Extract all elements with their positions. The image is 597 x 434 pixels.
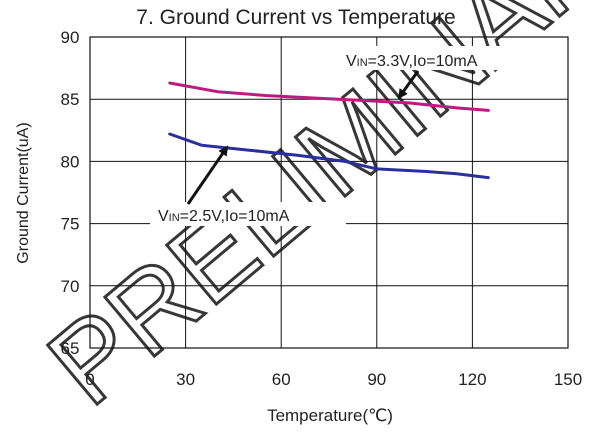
chart-title: 7. Ground Current vs Temperature (136, 6, 455, 29)
annotation-sub: IN (169, 212, 180, 224)
x-tick-labels: 0 30 60 90 120 150 (85, 370, 582, 389)
x-tick-label: 150 (554, 370, 582, 389)
y-tick-label: 90 (61, 28, 80, 47)
series-line-1 (168, 132, 490, 180)
annotation-bg (336, 46, 524, 70)
x-tick-label: 90 (367, 370, 386, 389)
y-tick-labels: 65 70 75 80 85 90 (61, 28, 80, 358)
y-tick-label: 80 (61, 152, 80, 171)
annotation-arrow (397, 70, 420, 100)
x-tick-label: 120 (458, 370, 486, 389)
x-tick-label: 0 (85, 370, 94, 389)
annotation-arrow (186, 145, 229, 205)
series-line-0 (168, 81, 490, 112)
annotation-v: V (158, 208, 169, 225)
y-tick-label: 85 (61, 90, 80, 109)
annotation-label: VIN=3.3V,Io=10mA (346, 53, 478, 70)
x-tick-label: 30 (176, 370, 195, 389)
y-axis-label: Ground Current(uA) (15, 122, 32, 263)
annotation-v: V (346, 53, 357, 70)
annotation-label: VIN=2.5V,Io=10mA (158, 208, 290, 225)
y-tick-label: 70 (61, 277, 80, 296)
annotation-rest: =3.3V,Io=10mA (368, 53, 478, 70)
annotation-bg (150, 202, 346, 226)
annotation-sub: IN (357, 57, 368, 69)
series-layer (168, 81, 490, 180)
annotation-rest: =2.5V,Io=10mA (180, 208, 290, 225)
y-tick-label: 65 (61, 339, 80, 358)
y-tick-label: 75 (61, 215, 80, 234)
plot-frame (89, 36, 569, 349)
x-axis-label: Temperature(℃) (267, 406, 393, 425)
annotation-vin-3v3: VIN=3.3V,Io=10mA (336, 46, 524, 100)
x-tick-label: 60 (272, 370, 291, 389)
annotation-vin-2v5: VIN=2.5V,Io=10mA (150, 145, 346, 226)
